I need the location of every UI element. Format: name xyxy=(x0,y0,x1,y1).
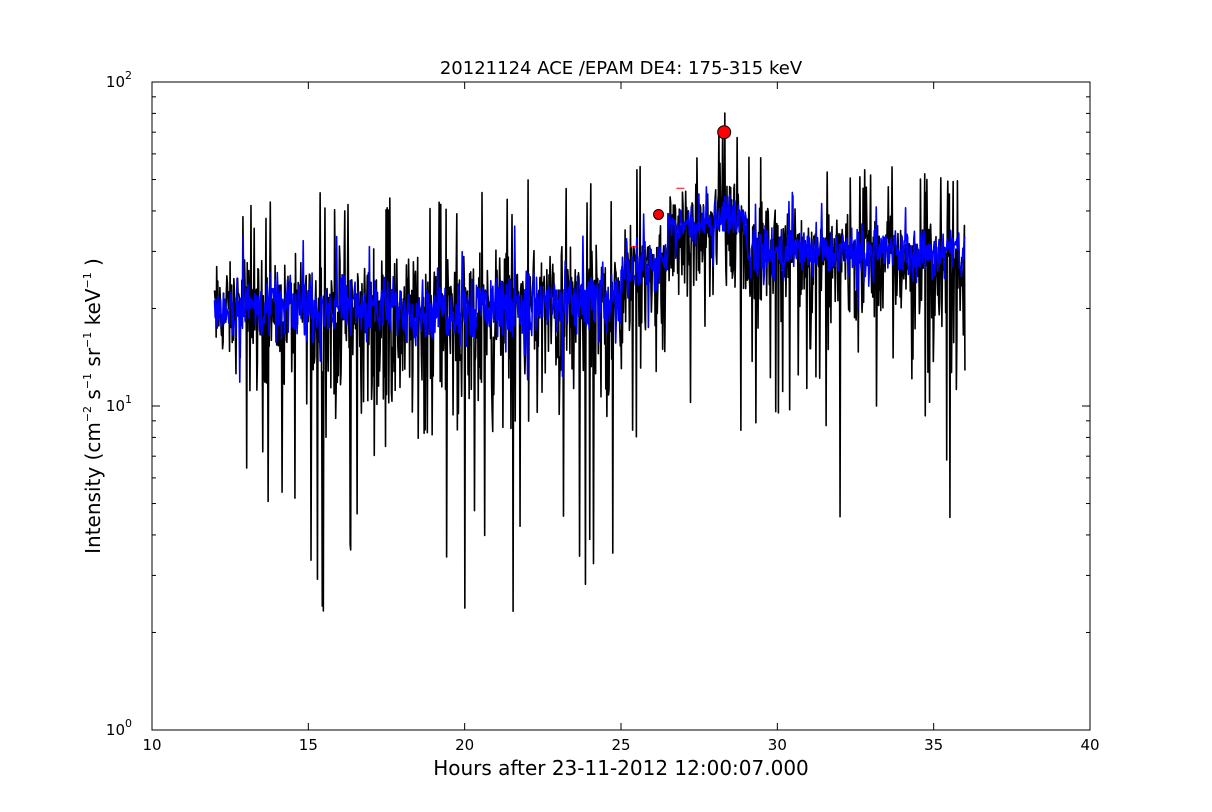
plot-area xyxy=(213,112,966,613)
y-tick-label: 100 xyxy=(106,717,132,739)
marker-layer xyxy=(629,125,732,248)
x-tick-label: 10 xyxy=(142,736,161,754)
x-tick-label: 15 xyxy=(299,736,318,754)
x-tick-label: 40 xyxy=(1080,736,1099,754)
y-axis-label: Intensity (cm−2 s−1 sr−1 keV−1 ) xyxy=(81,258,105,554)
series-smoothed-line xyxy=(213,186,966,383)
x-axis: 10 15 20 25 30 35 40 xyxy=(142,82,1100,754)
x-tick-label: 25 xyxy=(611,736,630,754)
peak-marker-small xyxy=(653,208,665,220)
series-layer xyxy=(213,112,966,613)
y-tick-label: 101 xyxy=(106,393,132,415)
chart-title: 20121124 ACE /EPAM DE4: 175-315 keV xyxy=(440,58,803,79)
peak-marker-large xyxy=(717,125,732,140)
x-axis-label: Hours after 23-11-2012 12:00:07.000 xyxy=(433,756,809,780)
x-tick-label: 35 xyxy=(924,736,943,754)
y-tick-label: 102 xyxy=(106,69,132,91)
series-raw-line xyxy=(213,112,966,613)
x-tick-label: 20 xyxy=(455,736,474,754)
y-axis: 100 101 102 xyxy=(106,69,1090,739)
x-tick-label: 30 xyxy=(768,736,787,754)
